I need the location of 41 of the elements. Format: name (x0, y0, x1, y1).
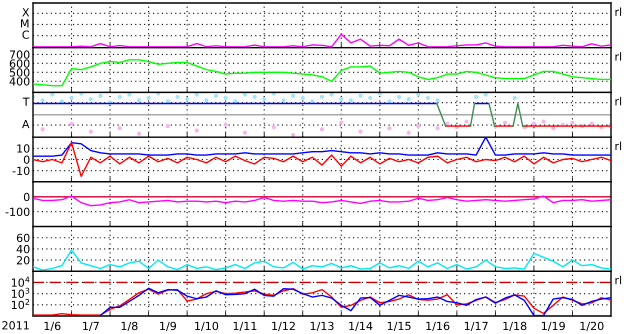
text: X (22, 8, 30, 16)
y-tick-label: -100 (6, 208, 30, 216)
x-axis-title: 2011 (2, 321, 29, 330)
text: rl (615, 7, 622, 16)
x-tick-label: 1/16 (426, 322, 450, 332)
y-tick-label: 500 (10, 68, 30, 77)
text: rl (615, 52, 622, 61)
x-tick-label: 1/18 (503, 322, 526, 332)
y-tick-label: 0 (24, 192, 30, 202)
y-tick-label: 10$^{4}$ (12, 276, 30, 287)
text: rl (615, 142, 622, 150)
x-tick-label: 1/20 (580, 322, 604, 332)
x-tick-label: 1/7 (83, 322, 99, 332)
y-tick-label: 600 (10, 59, 30, 68)
y-tick-label: 20 (16, 256, 30, 264)
x-tick-label: 1/9 (160, 322, 176, 332)
text: rl (615, 276, 622, 284)
text: A (22, 120, 30, 128)
x-tick-label: 1/6 (44, 322, 61, 332)
text: T (22, 98, 30, 106)
x-tick-label: 1/15 (388, 322, 411, 332)
text: M (21, 19, 28, 28)
x-tick-label: 1/11 (234, 322, 256, 332)
x-tick-label: 1/19 (542, 322, 565, 332)
y-tick-label: 10$^{3}$ (12, 288, 30, 298)
y-tick-label: 60 (16, 234, 30, 242)
x-tick-label: 1/14 (349, 322, 372, 332)
y-tick-label: -10 (12, 166, 30, 176)
x-tick-label: 1/17 (464, 322, 488, 332)
y-tick-label: 400 (10, 77, 30, 86)
y-tick-label: 700 (10, 50, 30, 59)
x-tick-label: 1/8 (122, 322, 138, 332)
text: C (22, 30, 29, 39)
text: rl (615, 96, 622, 106)
x-tick-label: 1/12 (272, 322, 295, 332)
y-tick-label: 40 (16, 244, 30, 254)
x-tick-label: 1/13 (310, 322, 334, 332)
x-tick-label: 1/10 (195, 322, 218, 332)
y-tick-label: 10 (17, 144, 30, 153)
y-tick-label: 10$^{2}$ (12, 298, 30, 310)
y-tick-label: 0 (24, 155, 30, 164)
